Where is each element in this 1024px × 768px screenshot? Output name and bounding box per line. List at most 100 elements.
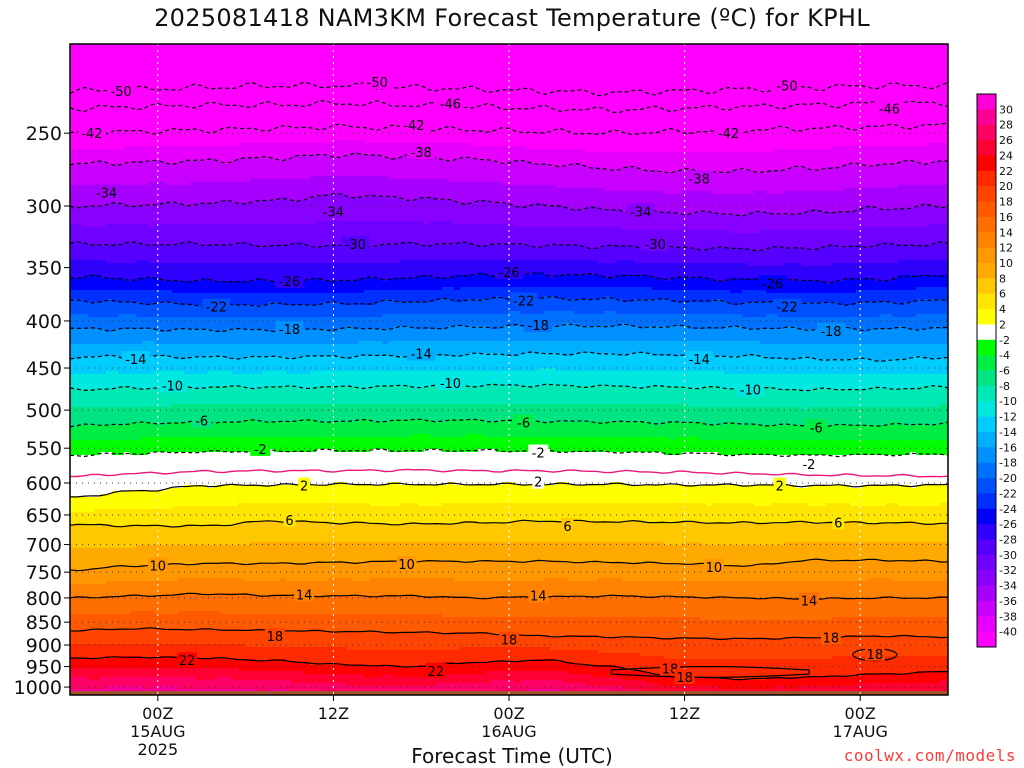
contour-label: 2 — [776, 480, 784, 495]
contour-label-bg — [107, 83, 136, 99]
colorbar-swatch — [977, 109, 996, 126]
contour-label: 14 — [530, 589, 547, 604]
colorbar-label: -38 — [999, 610, 1017, 623]
contour-label: -30 — [645, 238, 666, 253]
contour-label: -6 — [195, 414, 208, 429]
contour-label-bg — [685, 170, 714, 186]
contour-label-bg — [147, 557, 168, 573]
colorbar-label: 26 — [999, 134, 1013, 147]
contour-label-bg — [436, 374, 465, 390]
contour-label-bg — [714, 125, 743, 141]
contour-label-bg — [798, 592, 819, 608]
contour-label-bg — [773, 477, 786, 493]
contour-line--34 — [70, 193, 948, 217]
y-tick-label: 1000 — [14, 677, 62, 699]
y-tick-label: 800 — [26, 588, 62, 610]
x-tick-sublabel: 2025 — [137, 740, 178, 759]
contour-line-6 — [70, 519, 948, 528]
y-tick-label: 950 — [26, 657, 62, 679]
contour-line-0 — [70, 468, 948, 478]
colorbar: 30 28 26 24 22 20 18 16 14 12 10 8 6 4 2 -2 -4 -6 -8 -10 -12… — [976, 93, 1017, 648]
colorbar-label: -36 — [999, 595, 1017, 608]
contour-label: -50 — [111, 85, 132, 100]
colorbar-label: -16 — [999, 441, 1017, 454]
contour-label: -46 — [879, 102, 900, 117]
contour-label-bg — [341, 236, 370, 252]
contour-line-22 — [70, 656, 948, 681]
contour-label-bg — [202, 298, 231, 314]
contour-label-bg — [561, 517, 574, 533]
contours — [70, 81, 948, 681]
colorbar-swatch — [977, 140, 996, 156]
colorbar-label: -30 — [999, 549, 1017, 562]
colorbar-label: -28 — [999, 533, 1017, 546]
contour-label-bg — [703, 558, 724, 574]
contour-label-bg — [773, 77, 802, 93]
contour-label: 14 — [801, 594, 818, 609]
y-tick-label: 350 — [26, 258, 62, 280]
colorbar-label: 24 — [999, 149, 1013, 162]
y-tick-label: 700 — [26, 535, 62, 557]
colorbar-swatch — [977, 631, 996, 648]
colorbar-label: -12 — [999, 411, 1017, 424]
contour-label-bg — [524, 316, 553, 332]
contour-label-bg — [77, 125, 106, 141]
colorbar-label: -14 — [999, 426, 1017, 439]
contour-label-bg — [773, 298, 802, 314]
colorbar-swatch — [977, 124, 996, 141]
colorbar-swatch — [977, 324, 996, 341]
contour-label: -42 — [718, 127, 739, 142]
contour-line--6 — [70, 418, 948, 428]
contour-label: 18 — [501, 634, 518, 649]
contour-label-bg — [736, 381, 765, 397]
colorbar-swatch — [977, 524, 996, 540]
colorbar-swatch — [977, 539, 996, 556]
contour-label: 10 — [150, 560, 167, 575]
colorbar-swatch — [977, 493, 996, 510]
x-axis-label: Forecast Time (UTC) — [411, 744, 613, 768]
contour-label-bg — [363, 74, 392, 90]
contour-label-bg — [298, 477, 311, 493]
contour-label-bg — [532, 473, 545, 489]
colorbar-swatch — [977, 431, 996, 448]
contour-label: -2 — [254, 443, 267, 458]
colorbar-swatch — [977, 262, 996, 279]
colorbar-label: -26 — [999, 518, 1017, 531]
contour-label: -38 — [411, 146, 432, 161]
colorbar-swatch — [977, 570, 996, 586]
credit-text[interactable]: coolwx.com/models — [843, 746, 1016, 765]
contour-label-bg — [436, 95, 465, 111]
colorbar-label: 14 — [999, 226, 1013, 239]
x-tick-label: 12Z — [669, 704, 700, 723]
colorbar-swatch — [977, 309, 996, 325]
contour-label-bg — [92, 184, 121, 200]
contour-label-bg — [832, 514, 845, 530]
contour-label: 2 — [300, 480, 308, 495]
contour-label-bg — [509, 292, 538, 308]
y-tick-label: 900 — [26, 635, 62, 657]
colorbar-swatch — [977, 232, 996, 249]
y-tick-label: 750 — [26, 562, 62, 584]
contour-label-bg — [407, 345, 436, 361]
contour-label: 18 — [267, 630, 284, 645]
contour-label: 10 — [398, 558, 415, 573]
colorbar-label: 10 — [999, 257, 1013, 270]
contour-label: -34 — [96, 186, 117, 201]
colorbar-swatch — [977, 401, 996, 417]
colorbar-swatch — [977, 155, 996, 172]
colorbar-swatch — [977, 247, 996, 264]
colorbar-swatch — [977, 385, 996, 402]
colorbar-swatch — [977, 186, 996, 202]
contour-label: 14 — [296, 588, 313, 603]
y-tick-label: 300 — [26, 196, 62, 218]
y-tick-label: 400 — [26, 311, 62, 333]
contour-line--2 — [70, 448, 948, 458]
contour-label: -26 — [279, 275, 300, 290]
contour-label: -42 — [403, 119, 424, 134]
contour-label: -18 — [279, 323, 300, 338]
contour-label: -42 — [81, 127, 102, 142]
colorbar-label: -4 — [999, 349, 1010, 362]
x-tick-label: 12Z — [318, 704, 349, 723]
